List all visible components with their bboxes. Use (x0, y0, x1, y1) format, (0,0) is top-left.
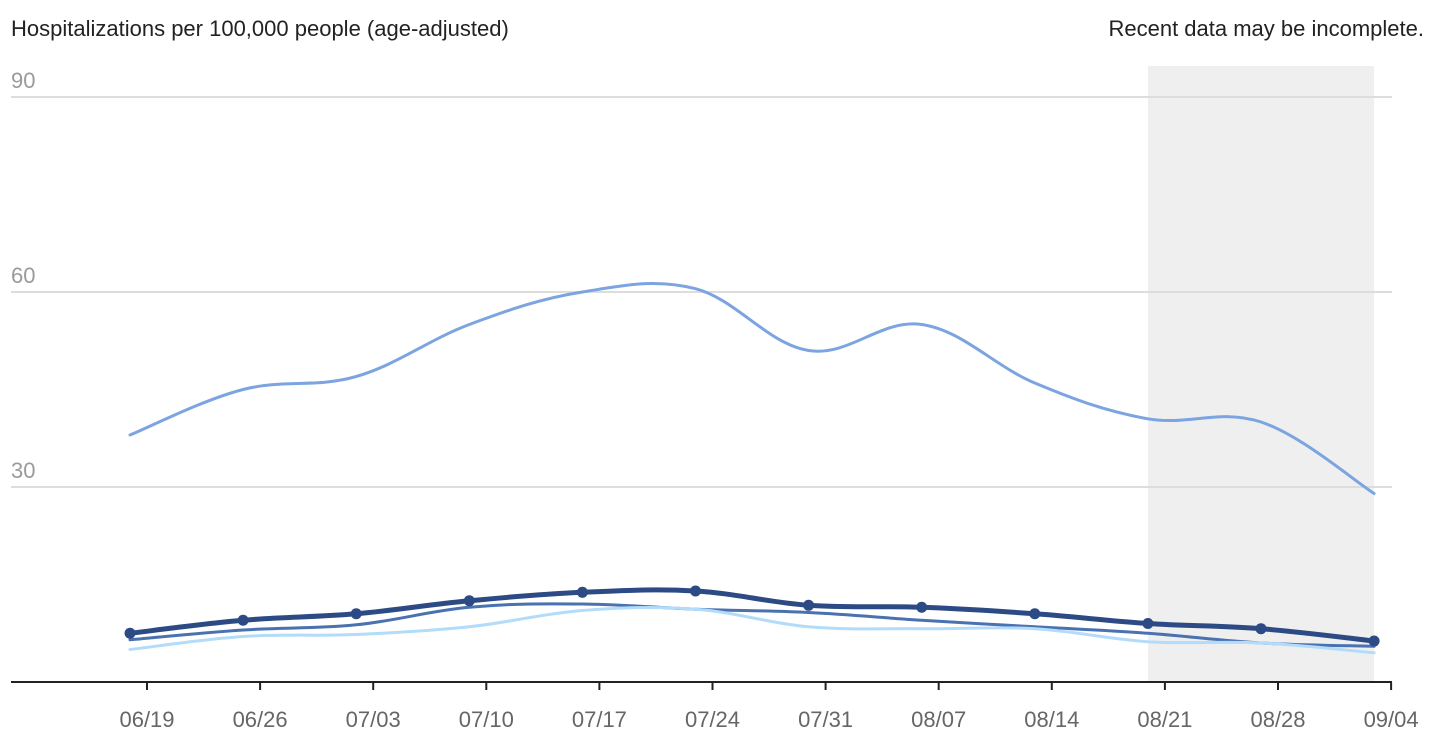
series-line-1 (128, 281, 1376, 495)
incomplete-data-note: Recent data may be incomplete. (1108, 16, 1424, 41)
y-axis-title: Hospitalizations per 100,000 people (age… (11, 16, 509, 41)
y-tick-label-90: 90 (11, 68, 35, 93)
x-tick-label-06/26: 06/26 (233, 707, 288, 732)
x-tick-label-08/14: 08/14 (1024, 707, 1079, 732)
series-line-2 (128, 602, 1376, 648)
x-tick-label-08/21: 08/21 (1137, 707, 1192, 732)
x-tick-label-06/19: 06/19 (119, 707, 174, 732)
series-layer (124, 281, 1380, 655)
data-point-08/13[interactable] (1029, 608, 1041, 620)
x-tick-label-07/17: 07/17 (572, 707, 627, 732)
x-axis: 06/19 06/26 07/03 07/10 07/17 07/24 07/31 08/07… (11, 681, 1419, 732)
x-tick-label-07/24: 07/24 (685, 707, 740, 732)
data-point-07/23[interactable] (690, 585, 701, 597)
series-line-3 (128, 606, 1376, 655)
data-point-07/02[interactable] (350, 608, 362, 620)
data-point-08/06[interactable] (916, 601, 928, 613)
incomplete-data-band-layer (1147, 66, 1375, 682)
x-tick-label-08/07: 08/07 (911, 707, 966, 732)
data-point-07/30[interactable] (803, 599, 815, 611)
incomplete-data-band (1147, 66, 1375, 682)
data-point-09/03[interactable] (1368, 635, 1380, 647)
data-point-07/16[interactable] (576, 586, 588, 598)
data-point-08/27[interactable] (1255, 623, 1267, 635)
data-point-06/25[interactable] (237, 614, 249, 626)
x-tick-label-08/28: 08/28 (1250, 707, 1305, 732)
x-tick-label-09/04: 09/04 (1364, 707, 1419, 732)
x-tick-label-07/10: 07/10 (459, 707, 514, 732)
x-tick-label-07/31: 07/31 (798, 707, 853, 732)
data-point-06/18[interactable] (124, 627, 136, 639)
y-tick-label-60: 60 (11, 263, 35, 288)
data-point-08/20[interactable] (1142, 618, 1154, 629)
x-tick-label-07/03: 07/03 (346, 707, 401, 732)
data-point-07/09[interactable] (463, 595, 475, 607)
y-axis-ticks: 30 60 90 (11, 68, 35, 483)
y-tick-label-30: 30 (11, 458, 35, 483)
series-line-4 (127, 587, 1377, 644)
